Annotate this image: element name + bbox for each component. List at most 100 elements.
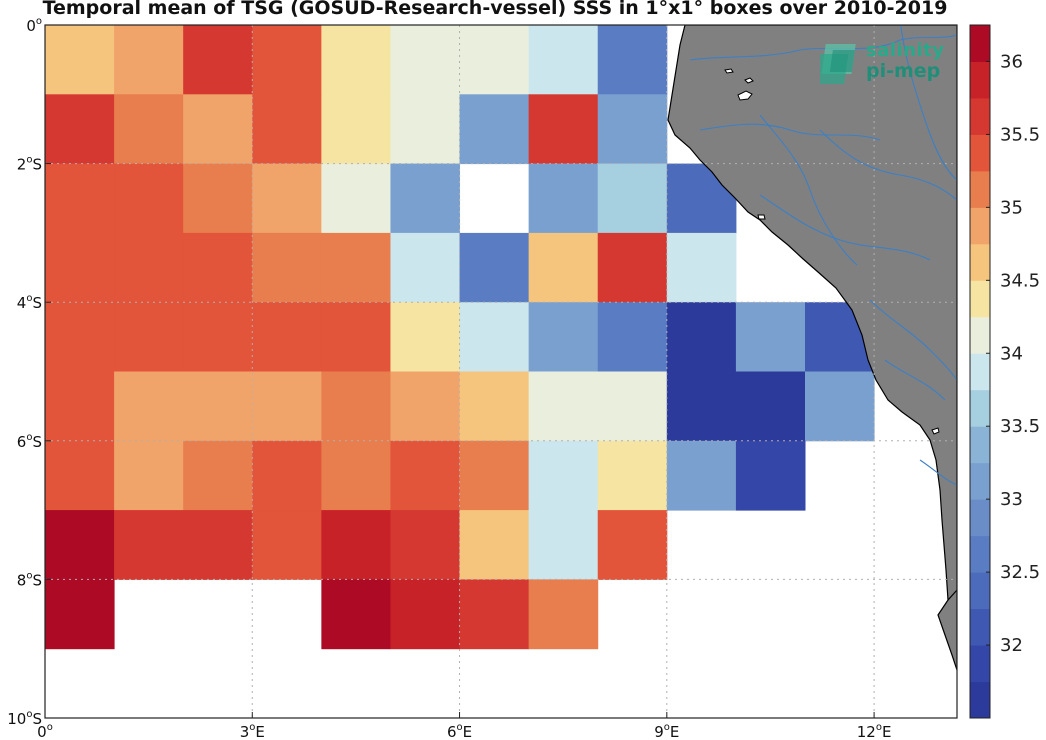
- sss-cell: [321, 302, 391, 372]
- sss-cell: [528, 371, 599, 442]
- sss-cell: [321, 371, 391, 442]
- sss-cell: [321, 232, 391, 303]
- sss-cell: [390, 579, 461, 650]
- sss-cell: [183, 371, 253, 442]
- sss-cell: [45, 579, 115, 650]
- sss-cell: [321, 510, 391, 580]
- sss-cell: [252, 440, 322, 511]
- colorbar-tick-label: 33: [1000, 489, 1023, 510]
- sss-cell: [114, 440, 184, 511]
- sss-cell: [114, 163, 184, 234]
- chart-title: Temporal mean of TSG (GOSUD-Research-ves…: [42, 0, 948, 19]
- salinity-pimep-logo: salinity pi-mep: [820, 40, 950, 88]
- sss-cell: [597, 94, 668, 165]
- sss-cell: [183, 25, 253, 95]
- sss-cell: [45, 232, 115, 303]
- x-tick-label: 12oE: [857, 722, 892, 740]
- sss-cell: [390, 371, 461, 442]
- sss-cell: [45, 94, 115, 165]
- sss-cell: [183, 163, 253, 234]
- sss-cell: [114, 94, 184, 165]
- river-8: [919, 459, 957, 486]
- sss-cell: [459, 232, 530, 303]
- sss-cell: [805, 371, 875, 442]
- river-6: [869, 299, 957, 381]
- sss-cell: [459, 440, 530, 511]
- sss-cell: [321, 440, 391, 511]
- colorbar-tick-label: 34: [1000, 343, 1023, 364]
- sss-cell: [114, 232, 184, 303]
- sss-cell: [252, 510, 322, 580]
- colorbar-tick-label: 34.5: [1000, 270, 1040, 291]
- sss-cell: [597, 510, 668, 580]
- sss-cell: [735, 302, 806, 372]
- colorbar-segment: [970, 316, 990, 354]
- sss-cell: [597, 163, 668, 234]
- x-tick-label: 9oE: [654, 722, 679, 740]
- colorbar-tick-label: 32.5: [1000, 562, 1040, 583]
- sss-cell: [321, 94, 391, 165]
- sss-cell: [114, 371, 184, 442]
- sss-cell: [528, 302, 599, 372]
- land-shape: [667, 25, 957, 671]
- sss-cell: [252, 302, 322, 372]
- colorbar-frame: [969, 24, 991, 719]
- colorbar-segment: [970, 61, 990, 99]
- sss-cell: [597, 440, 668, 511]
- sss-cell: [390, 510, 461, 580]
- colorbar-tick-label: 32: [1000, 635, 1023, 656]
- colorbar-segment: [970, 608, 990, 646]
- sss-cell: [597, 25, 668, 95]
- sss-cell: [390, 440, 461, 511]
- colorbar-tick-label: 36: [1000, 51, 1023, 72]
- colorbar-segment: [970, 134, 990, 172]
- colorbar-tick-label: 35.5: [1000, 124, 1040, 145]
- sss-cell: [390, 232, 461, 303]
- sss-cell: [528, 232, 599, 303]
- y-tick-label: 2oS: [17, 155, 42, 174]
- sss-cell: [321, 579, 391, 650]
- sss-cell: [390, 94, 461, 165]
- colorbar-segment: [970, 645, 990, 683]
- colorbar-segment: [970, 499, 990, 537]
- sss-cell: [45, 510, 115, 580]
- rivers: [689, 25, 957, 486]
- x-axis: 0o 3oE 6oE 9oE 12oE: [37, 712, 891, 740]
- y-tick-label: 0o: [26, 16, 42, 35]
- sss-cell: [321, 25, 391, 95]
- sss-cell: [183, 440, 253, 511]
- colorbar-segment: [970, 170, 990, 208]
- colorbar-segment: [970, 97, 990, 135]
- sss-cell: [459, 25, 530, 95]
- sss-cell: [45, 25, 115, 95]
- colorbar: [969, 24, 991, 719]
- logo-mark-icon: [820, 44, 856, 84]
- sss-cell: [252, 25, 322, 95]
- sss-cell: [321, 163, 391, 234]
- sss-cell: [528, 510, 599, 580]
- colorbar-segment: [970, 389, 990, 427]
- sss-cell: [735, 371, 806, 442]
- sss-cell: [183, 232, 253, 303]
- river-5: [759, 194, 931, 261]
- sss-cell: [114, 25, 184, 95]
- sss-cell: [666, 371, 737, 442]
- plot-frame: [44, 24, 958, 719]
- sss-cell: [528, 579, 599, 650]
- y-tick-label: 10oS: [7, 709, 42, 728]
- sss-cell: [459, 302, 530, 372]
- x-tick-label: 0o: [37, 722, 53, 740]
- sss-cell: [45, 163, 115, 234]
- sss-cell: [45, 302, 115, 372]
- colorbar-segment: [970, 243, 990, 281]
- colorbar-segment: [970, 280, 990, 318]
- sss-cell: [183, 94, 253, 165]
- colorbar-segment: [970, 426, 990, 464]
- sss-cell: [528, 440, 599, 511]
- logo-text-pimep: pi-mep: [866, 60, 941, 82]
- sss-cell: [528, 94, 599, 165]
- sss-cell: [183, 510, 253, 580]
- colorbar-segment: [970, 25, 990, 62]
- sss-cell: [390, 25, 461, 95]
- colorbar-ticks: 32 32.5 33 33.5 34 34.5 35 35.5 36: [986, 51, 1040, 656]
